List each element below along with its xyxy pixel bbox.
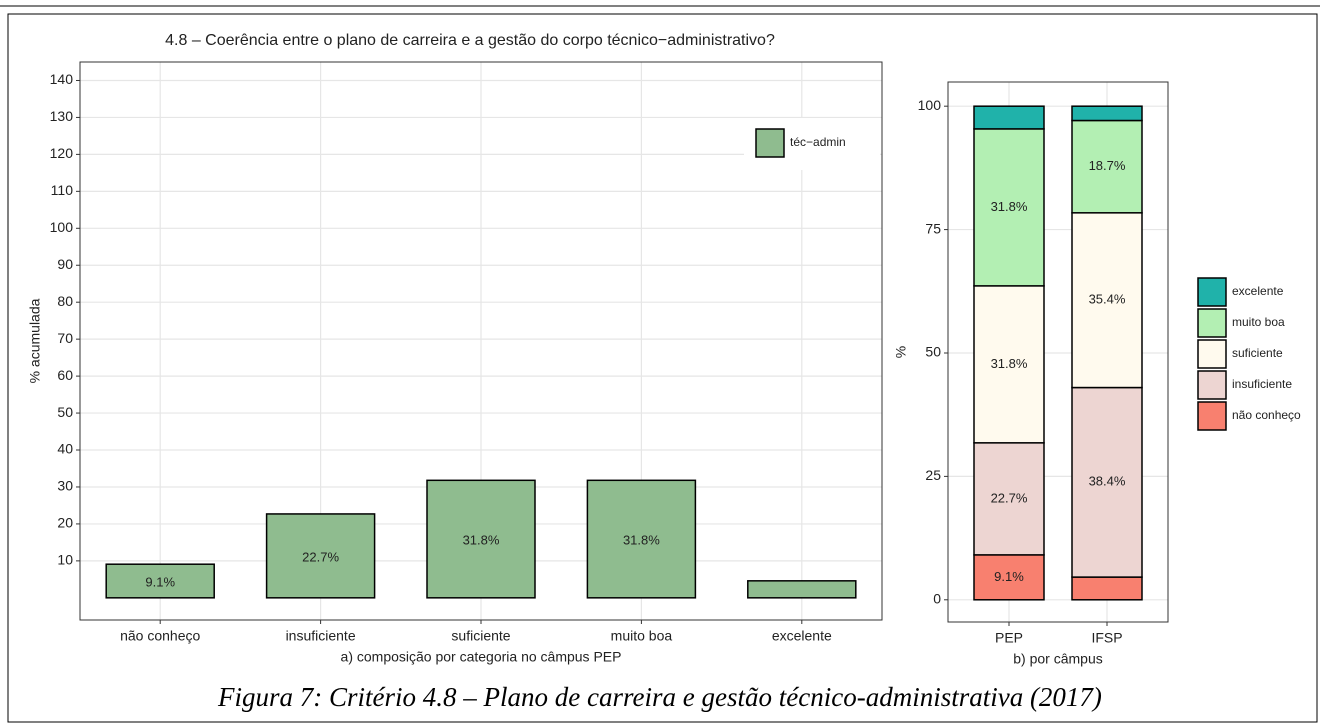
y-tick-label: 10 xyxy=(57,552,73,568)
frame xyxy=(7,13,1318,723)
plot-border xyxy=(79,61,883,621)
y-tick-label: 140 xyxy=(50,71,74,87)
y-tick-label: 50 xyxy=(925,344,941,360)
legend-label: téc−admin xyxy=(790,135,846,149)
bar-segment xyxy=(1071,212,1143,389)
y-tick-label: 80 xyxy=(57,293,73,309)
value-label: 31.8% xyxy=(463,533,500,548)
y-tick-label: 70 xyxy=(57,330,73,346)
legend-key xyxy=(755,128,785,158)
y-tick-label: 30 xyxy=(57,478,73,494)
bar xyxy=(426,479,536,599)
bar-segment xyxy=(1071,105,1143,122)
value-label: 31.8% xyxy=(991,199,1028,214)
y-tick-label: 120 xyxy=(50,145,74,161)
x-tick-label: IFSP xyxy=(1091,630,1122,646)
legend-label: não conheço xyxy=(1232,408,1301,422)
value-label: 9.1% xyxy=(994,569,1024,584)
bar xyxy=(265,513,376,599)
x-tick-label: não conheço xyxy=(120,628,200,644)
x-tick-label: insuficiente xyxy=(286,628,356,644)
value-label: 22.7% xyxy=(302,549,339,564)
y-tick-label: 110 xyxy=(51,182,74,198)
y-tick-label: 90 xyxy=(57,256,73,272)
bar-segment xyxy=(973,442,1045,556)
value-label: 22.7% xyxy=(991,490,1028,505)
value-label: 31.8% xyxy=(623,533,660,548)
legend-key xyxy=(1197,277,1227,307)
x-axis-label: b) por câmpus xyxy=(1013,651,1102,667)
value-label: 31.8% xyxy=(991,356,1028,371)
caption: Figura 7: Critério 4.8 – Plano de carrei… xyxy=(217,682,1102,712)
bar xyxy=(586,479,697,599)
x-tick-label: suficiente xyxy=(451,628,510,644)
y-tick-label: 40 xyxy=(57,441,73,457)
y-axis-label: % xyxy=(893,346,909,358)
y-tick-label: 100 xyxy=(918,97,942,113)
bar xyxy=(747,580,857,599)
legend-label: insuficiente xyxy=(1232,377,1292,391)
bar-segment xyxy=(973,128,1045,287)
legend-key xyxy=(1197,339,1227,369)
value-label: 9.1% xyxy=(145,574,175,589)
legend-key xyxy=(1197,308,1227,338)
value-label: 18.7% xyxy=(1089,158,1126,173)
bar-segment xyxy=(1071,119,1143,214)
y-tick-label: 25 xyxy=(925,467,941,483)
x-tick-label: muito boa xyxy=(611,628,673,644)
plot-border xyxy=(947,81,1169,623)
value-label: 38.4% xyxy=(1089,474,1126,489)
y-tick-label: 100 xyxy=(50,219,74,235)
x-tick-label: excelente xyxy=(772,628,832,644)
bar-segment xyxy=(973,554,1045,601)
y-tick-label: 50 xyxy=(57,404,73,420)
y-tick-label: 60 xyxy=(57,367,73,383)
legend-key xyxy=(1197,370,1227,400)
legend-label: suficiente xyxy=(1232,346,1283,360)
x-axis-label: a) composição por categoria no câmpus PE… xyxy=(341,649,622,665)
bar-segment xyxy=(1071,576,1143,601)
legend-label: excelente xyxy=(1232,284,1284,298)
value-label: 35.4% xyxy=(1089,292,1126,307)
y-axis-label: % acumulada xyxy=(27,298,43,383)
chart-title: 4.8 – Coerência entre o plano de carreir… xyxy=(165,32,775,49)
x-tick-label: PEP xyxy=(995,630,1023,646)
y-tick-label: 130 xyxy=(50,108,74,124)
legend-label: muito boa xyxy=(1232,315,1285,329)
bar-segment xyxy=(973,285,1045,444)
y-tick-label: 0 xyxy=(933,590,941,606)
legend-key xyxy=(1197,401,1227,431)
y-tick-label: 20 xyxy=(57,515,73,531)
bar-segment xyxy=(973,105,1045,130)
bar xyxy=(105,563,215,599)
y-tick-label: 75 xyxy=(925,220,941,236)
